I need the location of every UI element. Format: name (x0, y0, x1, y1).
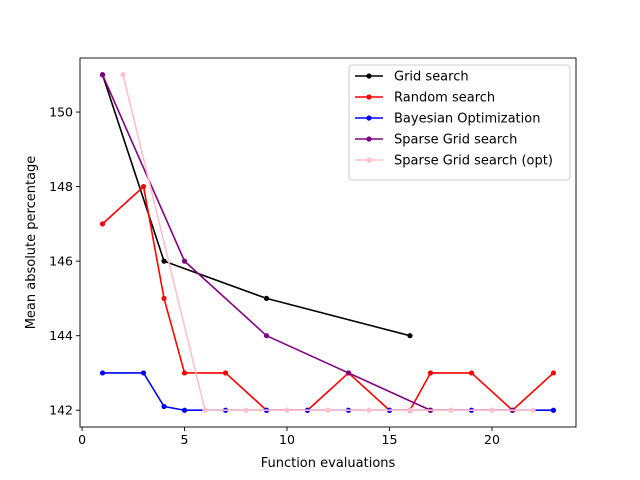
data-point (99, 370, 106, 376)
data-point (427, 370, 434, 376)
legend-marker (366, 136, 372, 142)
data-point (407, 407, 413, 413)
data-point (202, 407, 208, 413)
legend-frame (348, 64, 571, 181)
x-tick-label: 5 (181, 432, 189, 447)
series-line (102, 185, 554, 412)
data-point (468, 370, 475, 376)
data-point (243, 407, 249, 413)
legend-entry: Sparse Grid search (355, 133, 517, 148)
x-axis-label: Function evaluations (261, 456, 396, 471)
data-point (181, 258, 188, 264)
y-axis-label: Mean absolute percentage (24, 156, 39, 330)
legend-marker (366, 94, 372, 100)
data-point (222, 370, 229, 376)
x-tick-label: 0 (78, 432, 86, 447)
legend-label: Grid search (394, 70, 469, 85)
legend-entry: Random search (355, 91, 495, 106)
axes: 0 5 10 15 20 142 144 146 148 150 (49, 57, 577, 447)
legend-marker (366, 73, 372, 79)
legend: Grid search Random search Bayesian Optimiz… (348, 64, 571, 181)
legend-marker (366, 115, 372, 121)
y-tick-label: 146 (49, 254, 73, 269)
data-point (550, 407, 557, 413)
data-point (366, 407, 372, 413)
data-point (263, 333, 270, 339)
y-tick-label: 148 (49, 179, 73, 194)
data-point (99, 221, 106, 227)
data-point (325, 407, 331, 413)
data-point (120, 72, 126, 78)
data-point (161, 403, 167, 410)
plot-area (99, 72, 557, 413)
x-tick-label: 10 (279, 432, 295, 447)
data-point (263, 295, 270, 302)
y-tick-label: 150 (49, 105, 73, 120)
data-point (345, 370, 352, 376)
y-tick-label: 142 (49, 403, 73, 418)
data-point (181, 370, 188, 376)
legend-entry: Sparse Grid search (opt) (355, 154, 553, 169)
x-tick-label: 15 (382, 432, 398, 447)
data-point (407, 333, 413, 339)
data-point (284, 407, 290, 413)
axes-frame (79, 57, 577, 428)
legend-marker (366, 157, 372, 163)
legend-label: Bayesian Optimization (394, 112, 540, 127)
legend-entry: Grid search (355, 70, 469, 85)
y-tick-label: 144 (49, 328, 73, 343)
legend-entry: Bayesian Optimization (355, 112, 540, 127)
data-point (448, 407, 454, 413)
data-point (99, 72, 106, 78)
legend-label: Random search (394, 91, 495, 106)
data-point (181, 407, 188, 413)
series-line (122, 74, 533, 412)
data-point (140, 183, 147, 190)
data-point (530, 407, 536, 413)
legend-label: Sparse Grid search (394, 133, 517, 148)
series-line (101, 74, 411, 337)
data-point (489, 407, 495, 413)
data-point (161, 295, 167, 302)
series-4 (120, 72, 536, 413)
legend-label: Sparse Grid search (opt) (394, 154, 553, 169)
data-point (550, 370, 557, 376)
data-point (140, 370, 147, 376)
x-tick-label: 20 (484, 432, 500, 447)
data-point (161, 258, 167, 264)
